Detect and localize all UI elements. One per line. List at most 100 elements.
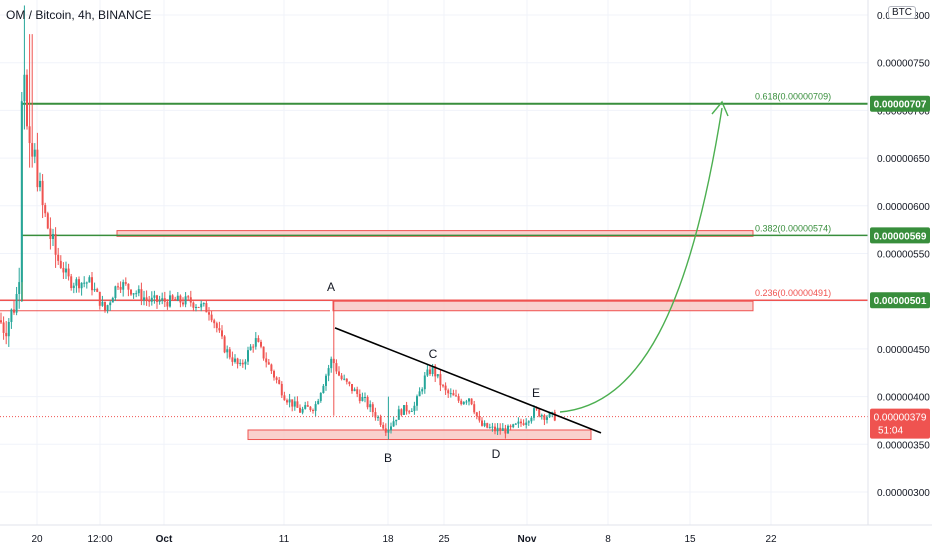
- candle-body: [83, 282, 86, 284]
- candle-body: [395, 419, 398, 422]
- x-tick-label: 8: [605, 534, 611, 545]
- candle-body: [158, 300, 161, 302]
- candle-body: [13, 309, 15, 313]
- candle-body: [106, 305, 109, 311]
- candle-body: [364, 396, 366, 398]
- candle-body: [54, 234, 57, 255]
- candle-body: [122, 282, 125, 290]
- candle-body: [509, 425, 512, 428]
- candle-body: [41, 180, 44, 206]
- candle-body: [15, 294, 18, 313]
- candle-body: [260, 341, 262, 347]
- candle-body: [98, 291, 101, 306]
- candle-body: [533, 408, 535, 418]
- price-axis[interactable]: 0.00000300 0.00000350 0.00000400 0.00000450…: [867, 0, 932, 550]
- candle-body: [80, 282, 83, 289]
- candle-body: [262, 346, 265, 359]
- candle-body: [309, 406, 312, 410]
- candle-body: [267, 362, 270, 365]
- candle-body: [527, 421, 530, 423]
- candle-body: [257, 338, 260, 342]
- candle-body: [161, 298, 164, 301]
- candle-body: [361, 396, 364, 402]
- x-tick-label: Nov: [518, 534, 537, 545]
- candle-body: [145, 297, 148, 300]
- candle-body: [85, 282, 88, 284]
- candle-body: [426, 369, 429, 376]
- candle-body: [226, 349, 229, 353]
- candle-body: [343, 378, 346, 380]
- candle-body: [494, 426, 496, 432]
- candle-body: [457, 396, 460, 401]
- currency-badge[interactable]: BTC: [888, 6, 916, 19]
- fib-price-tag-label: 0.00000707: [874, 100, 927, 111]
- candle-body: [65, 268, 67, 273]
- candle-body: [78, 279, 80, 289]
- candle-body: [325, 375, 327, 386]
- candle-body: [10, 309, 13, 322]
- candle-body: [330, 358, 333, 369]
- candle-body: [148, 299, 151, 302]
- zone-support: [247, 429, 592, 441]
- candle-body: [231, 357, 234, 362]
- candle-body: [124, 282, 127, 284]
- candle-body: [109, 302, 112, 306]
- candle-body: [314, 404, 317, 411]
- candle-body: [7, 321, 10, 337]
- candle-body: [202, 303, 205, 305]
- y-tick-label: 0.00000300: [877, 488, 930, 499]
- candle-body: [88, 277, 91, 283]
- candle-body: [143, 297, 145, 301]
- candle-body: [416, 396, 418, 406]
- y-tick-label: 0.00000650: [877, 154, 930, 165]
- candles-layer: [0, 5, 556, 440]
- time-axis[interactable]: 20 12:00 Oct 11 18 25 Nov 8 15 22: [0, 524, 932, 545]
- candle-body: [470, 398, 473, 405]
- candle-body: [44, 205, 47, 214]
- candle-body: [449, 393, 452, 395]
- candle-body: [358, 393, 361, 402]
- candle-body: [67, 268, 70, 277]
- candle-body: [366, 396, 369, 408]
- candle-body: [374, 412, 377, 418]
- candle-body: [223, 336, 226, 353]
- trendline: [334, 327, 602, 434]
- candle-body: [538, 409, 541, 417]
- wave-label-a: A: [327, 280, 335, 294]
- candle-body: [228, 349, 231, 358]
- candle-body: [371, 404, 374, 413]
- candle-body: [236, 358, 239, 365]
- candle-body: [140, 289, 143, 301]
- candle-body: [353, 389, 356, 392]
- candle-body: [431, 366, 434, 375]
- candle-body: [405, 405, 408, 412]
- candle-body: [465, 401, 468, 403]
- y-tick-label: 0.00000450: [877, 345, 930, 356]
- candle-body: [387, 430, 390, 433]
- candle-body: [119, 286, 122, 290]
- candle-body: [384, 428, 387, 433]
- candle-body: [75, 279, 78, 286]
- candle-body: [447, 390, 450, 394]
- candle-body: [410, 410, 413, 412]
- x-tick-label: 12:00: [87, 534, 112, 545]
- candle-body: [52, 234, 54, 239]
- current-price-label: 0.00000379: [874, 413, 927, 424]
- candle-body: [306, 405, 309, 407]
- x-tick-label: 11: [279, 534, 290, 545]
- candle-body: [327, 368, 330, 376]
- candle-body: [176, 295, 179, 301]
- y-tick-label: 0.00000600: [877, 202, 930, 213]
- grid-lines: [0, 0, 868, 525]
- candle-body: [304, 405, 307, 409]
- candle-body: [218, 328, 221, 331]
- candle-body: [403, 405, 405, 415]
- candle-body: [182, 302, 184, 305]
- candle-body: [265, 358, 268, 363]
- x-tick-label: 22: [765, 534, 777, 545]
- candle-body: [197, 307, 200, 309]
- candle-body: [540, 415, 543, 417]
- candle-body: [322, 385, 325, 394]
- candle-body: [408, 411, 411, 413]
